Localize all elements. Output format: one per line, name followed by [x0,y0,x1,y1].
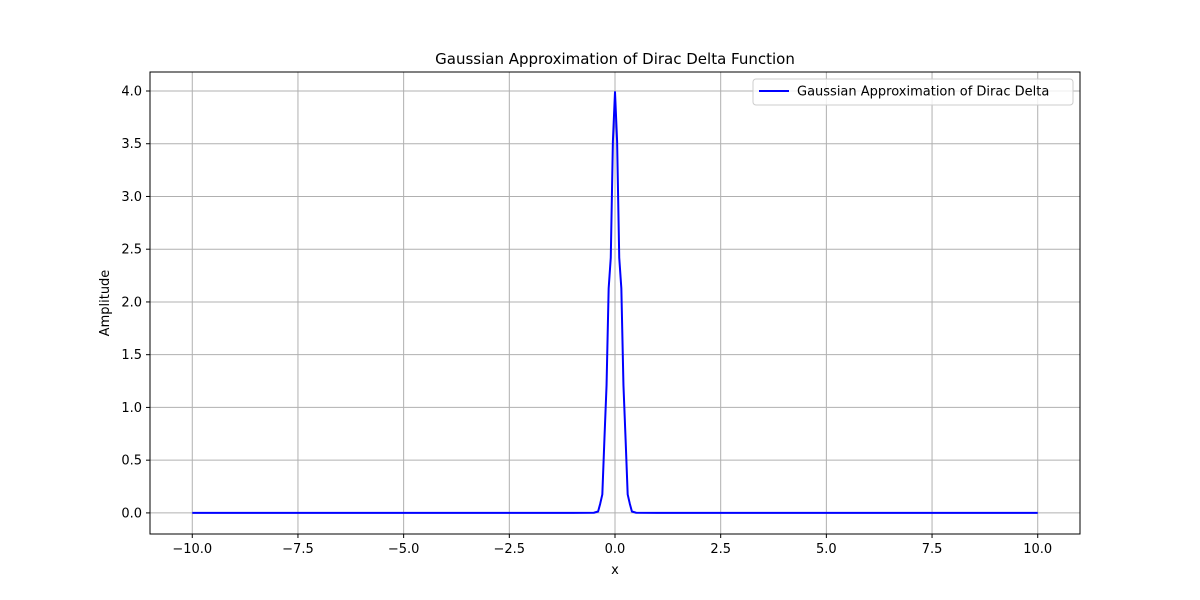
y-tick-label: 0.0 [121,506,142,521]
y-axis-ticks: 0.0 0.5 1.0 1.5 2.0 2.5 3.0 3.5 4.0 [121,84,150,521]
x-axis-ticks: −10.0 −7.5 −5.0 −2.5 0.0 2.5 5.0 7.5 10.0 [172,534,1052,557]
series-layer [192,91,1038,514]
x-tick-label: −10.0 [172,542,212,557]
series-line [192,91,1038,514]
legend: Gaussian Approximation of Dirac Delta [752,78,1074,106]
y-tick-label: 2.5 [121,243,142,258]
y-tick-label: 0.5 [121,454,142,469]
x-tick-label: −7.5 [282,542,314,557]
y-tick-label: 3.5 [121,137,142,152]
x-axis-label: x [611,563,619,578]
y-tick-label: 1.5 [121,348,142,363]
y-tick-label: 2.0 [121,295,142,310]
legend-label: Gaussian Approximation of Dirac Delta [797,85,1049,100]
x-tick-label: 2.5 [710,542,731,557]
x-tick-label: −5.0 [388,542,420,557]
x-tick-label: 0.0 [605,542,626,557]
x-tick-label: −2.5 [494,542,526,557]
chart-title: Gaussian Approximation of Dirac Delta Fu… [435,50,795,68]
legend-box [752,78,1074,106]
y-axis-label: Amplitude [98,270,113,337]
y-tick-label: 3.0 [121,190,142,205]
x-tick-label: 5.0 [816,542,837,557]
x-tick-label: 10.0 [1023,542,1052,557]
x-gridlines [191,72,1039,534]
y-tick-label: 1.0 [121,401,142,416]
y-tick-label: 4.0 [121,84,142,99]
x-tick-label: 7.5 [922,542,943,557]
